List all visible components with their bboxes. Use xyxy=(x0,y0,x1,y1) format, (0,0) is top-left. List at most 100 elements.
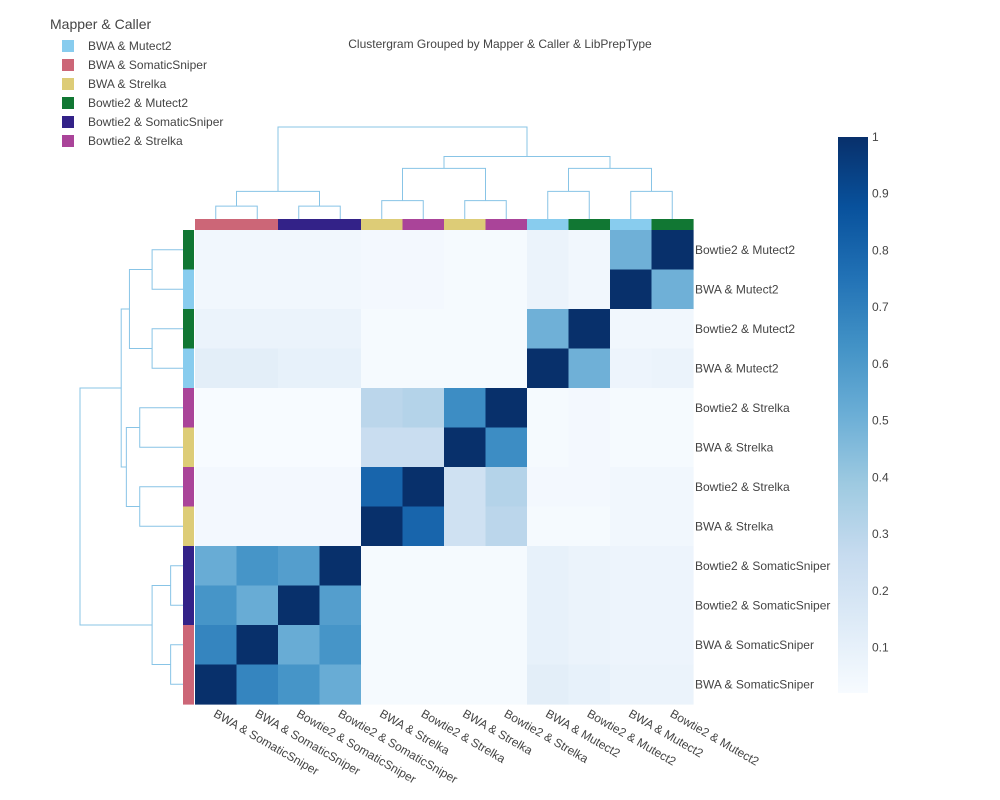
heatmap-cell xyxy=(195,585,238,626)
row-label: BWA & Mutect2 xyxy=(695,361,779,375)
colorbar-tick-label: 0.8 xyxy=(872,243,889,257)
heatmap-cell xyxy=(278,427,321,468)
dendrogram-link xyxy=(381,200,424,219)
heatmap-cell xyxy=(361,625,404,666)
chart-title: Clustergram Grouped by Mapper & Caller &… xyxy=(348,37,652,51)
heatmap-cell xyxy=(610,427,653,468)
heatmap-cell xyxy=(319,309,362,350)
legend-label: BWA & Mutect2 xyxy=(88,39,172,53)
heatmap-cell xyxy=(444,664,487,705)
heatmap-cell xyxy=(568,388,611,429)
heatmap-cell xyxy=(610,388,653,429)
column-group-cell xyxy=(568,219,611,230)
heatmap-cell xyxy=(278,664,321,705)
heatmap-cell xyxy=(361,427,404,468)
heatmap-cell xyxy=(485,269,528,310)
column-group-cell xyxy=(485,219,528,230)
heatmap-cell xyxy=(651,585,694,626)
dendrogram-link xyxy=(215,205,258,219)
heatmap-cell xyxy=(568,506,611,547)
heatmap-cell xyxy=(568,625,611,666)
heatmap-cell xyxy=(278,348,321,389)
dendrogram-link xyxy=(236,190,320,207)
legend-swatch xyxy=(62,78,74,90)
heatmap-cell xyxy=(527,664,570,705)
heatmap-cell xyxy=(319,230,362,271)
legend-swatch xyxy=(62,97,74,109)
heatmap-cell xyxy=(485,585,528,626)
heatmap-cell xyxy=(278,230,321,271)
row-label: BWA & Strelka xyxy=(695,519,774,533)
row-group-cell xyxy=(183,230,194,271)
column-group-cell xyxy=(361,219,404,230)
heatmap-cell xyxy=(361,546,404,587)
row-group-cell xyxy=(183,546,194,587)
legend-label: Bowtie2 & Strelka xyxy=(88,134,183,148)
row-dendrogram xyxy=(79,249,183,685)
legend-title: Mapper & Caller xyxy=(50,16,151,32)
heatmap-cell xyxy=(568,427,611,468)
heatmap-cell xyxy=(651,230,694,271)
heatmap-cell xyxy=(195,230,238,271)
heatmap-cell xyxy=(610,585,653,626)
column-group-cell xyxy=(278,219,321,230)
heatmap-cell xyxy=(651,348,694,389)
dendrogram-link xyxy=(568,167,652,192)
heatmap-cell xyxy=(236,506,279,547)
heatmap-cell xyxy=(568,230,611,271)
heatmap-cell xyxy=(651,506,694,547)
colorbar-gradient xyxy=(838,137,868,693)
heatmap-cell xyxy=(444,585,487,626)
heatmap-cell xyxy=(236,546,279,587)
dendrogram-link xyxy=(298,205,341,219)
heatmap-cell xyxy=(278,585,321,626)
heatmap-cell xyxy=(278,269,321,310)
column-group-cell xyxy=(527,219,570,230)
heatmap-cell xyxy=(236,427,279,468)
heatmap-cell xyxy=(195,348,238,389)
row-group-cell xyxy=(183,467,194,508)
heatmap-cell xyxy=(402,506,445,547)
dendrogram-link xyxy=(402,167,486,201)
heatmap-cell xyxy=(319,467,362,508)
heatmap-cell xyxy=(485,309,528,350)
heatmap-cell xyxy=(527,506,570,547)
heatmap-cell xyxy=(485,506,528,547)
row-label: BWA & SomaticSniper xyxy=(695,677,814,691)
dendrogram-link xyxy=(151,585,171,665)
row-group-cell xyxy=(183,506,194,547)
heatmap-cell xyxy=(195,427,238,468)
heatmap-cell xyxy=(651,269,694,310)
dendrogram-link xyxy=(464,200,507,219)
heatmap-cell xyxy=(610,664,653,705)
row-label: Bowtie2 & SomaticSniper xyxy=(695,559,830,573)
heatmap-cell xyxy=(485,348,528,389)
column-group-cell xyxy=(195,219,238,230)
heatmap-cell xyxy=(444,309,487,350)
heatmap-cell xyxy=(527,585,570,626)
heatmap-cell xyxy=(402,309,445,350)
row-group-cell xyxy=(183,348,194,389)
heatmap-cell xyxy=(527,388,570,429)
heatmap-cell xyxy=(236,269,279,310)
heatmap-cell xyxy=(568,546,611,587)
legend-label: Bowtie2 & SomaticSniper xyxy=(88,115,223,129)
heatmap-cell xyxy=(236,388,279,429)
heatmap-cell xyxy=(319,625,362,666)
heatmap-cell xyxy=(278,546,321,587)
heatmap-cell xyxy=(361,585,404,626)
heatmap-cell xyxy=(485,664,528,705)
heatmap-cell xyxy=(361,388,404,429)
heatmap-cell xyxy=(361,309,404,350)
heatmap-cell xyxy=(485,625,528,666)
heatmap-cell xyxy=(568,348,611,389)
heatmap-cell xyxy=(402,585,445,626)
heatmap-cell xyxy=(610,546,653,587)
heatmap-cell xyxy=(651,625,694,666)
colorbar-tick-label: 0.6 xyxy=(872,357,889,371)
heatmap-cell xyxy=(402,546,445,587)
column-group-cell xyxy=(651,219,694,230)
heatmap-cell xyxy=(236,625,279,666)
heatmap-cell xyxy=(402,348,445,389)
column-group-cell xyxy=(319,219,362,230)
